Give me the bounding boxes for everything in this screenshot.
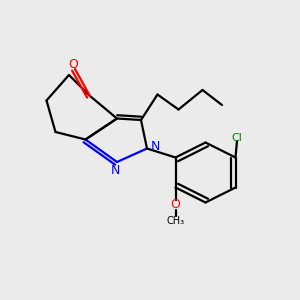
Text: CH₃: CH₃ [167,215,184,226]
Text: O: O [171,197,180,211]
Text: Cl: Cl [232,133,242,143]
Text: N: N [151,140,160,154]
Text: O: O [69,58,78,71]
Text: N: N [111,164,120,177]
